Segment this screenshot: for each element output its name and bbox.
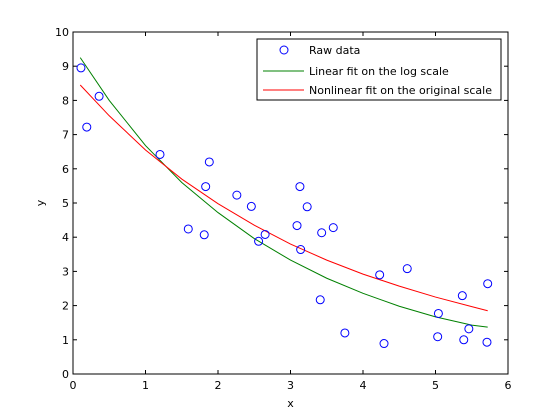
- data-point: [254, 236, 264, 246]
- data-point: [483, 279, 493, 289]
- y-tick-label: 1: [62, 334, 69, 347]
- legend-label-raw-data: Raw data: [309, 44, 360, 57]
- y-axis-label: y: [34, 199, 47, 206]
- data-point: [317, 228, 327, 238]
- x-tick-label: 3: [287, 379, 294, 392]
- legend-label-nonlinear-fit: Nonlinear fit on the original scale: [309, 84, 492, 97]
- legend-label-log-fit: Linear fit on the log scale: [309, 65, 449, 78]
- x-tick-label: 2: [215, 379, 222, 392]
- data-point: [302, 202, 312, 212]
- y-tick-label: 0: [62, 368, 69, 381]
- data-point: [340, 328, 350, 338]
- y-tick-label: 3: [62, 265, 69, 278]
- data-point: [260, 229, 270, 239]
- y-tick-label: 2: [62, 300, 69, 313]
- data-point: [315, 295, 325, 305]
- data-point: [296, 245, 306, 255]
- data-point: [183, 224, 193, 234]
- data-point: [295, 182, 305, 192]
- y-tick-label: 9: [62, 60, 69, 73]
- y-tick-label: 8: [62, 94, 69, 107]
- data-point: [457, 291, 467, 301]
- y-tick-label: 5: [62, 197, 69, 210]
- data-point: [482, 337, 492, 347]
- data-point: [459, 335, 469, 345]
- data-point: [155, 149, 165, 159]
- x-tick-label: 6: [505, 379, 512, 392]
- series-layer: [76, 57, 493, 349]
- x-tick-label: 5: [432, 379, 439, 392]
- data-point: [379, 339, 389, 349]
- data-point: [76, 63, 86, 73]
- series-line: [79, 84, 488, 312]
- y-tick-label: 4: [62, 231, 69, 244]
- data-point: [82, 122, 92, 132]
- data-point: [199, 230, 209, 240]
- data-point: [292, 221, 302, 231]
- data-point: [204, 157, 214, 167]
- x-tick-label: 0: [70, 379, 77, 392]
- data-point: [328, 223, 338, 233]
- data-point: [433, 332, 443, 342]
- x-tick-label: 4: [360, 379, 367, 392]
- data-point: [433, 308, 443, 318]
- legend-marker-raw-data: [279, 45, 289, 55]
- data-point: [94, 91, 104, 101]
- data-point: [246, 201, 256, 211]
- y-tick-label: 7: [62, 129, 69, 142]
- legend: Raw data Linear fit on the log scale Non…: [256, 38, 502, 101]
- data-point: [375, 270, 385, 280]
- y-axis: 0 1 2 3 4 5 6 7 8 9 10: [55, 26, 508, 381]
- x-tick-label: 1: [142, 379, 149, 392]
- x-axis: 0 1 2 3 4 5 6: [70, 32, 512, 392]
- data-point: [201, 182, 211, 192]
- data-point: [232, 190, 242, 200]
- data-point: [464, 324, 474, 334]
- y-tick-label: 10: [55, 26, 69, 39]
- x-axis-label: x: [287, 397, 294, 410]
- y-tick-label: 6: [62, 163, 69, 176]
- data-point: [402, 264, 412, 274]
